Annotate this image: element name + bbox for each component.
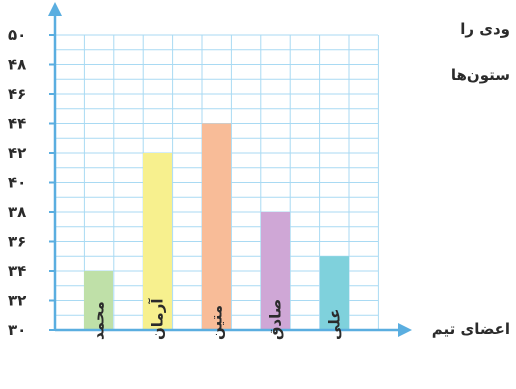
bar-2 — [143, 153, 172, 330]
x-tick-label: علی — [326, 308, 344, 340]
bar-4 — [261, 212, 290, 330]
chart-axes — [48, 2, 412, 337]
y-tick-label: ۳۴ — [8, 262, 26, 280]
y-tick-label: ۴۴ — [8, 115, 26, 133]
y-tick-label: ۴۲ — [8, 144, 26, 162]
y-tick-label: ۵۰ — [8, 26, 26, 44]
bar-5 — [320, 256, 349, 330]
side-text-line-2: ستون‌ها — [450, 66, 510, 84]
x-axis-label: اعضای تیم — [431, 320, 510, 338]
y-tick-label: ۴۶ — [8, 85, 26, 103]
y-tick-label: ۳۲ — [8, 292, 26, 310]
x-tick-label: محمد — [90, 301, 108, 340]
x-tick-label: صادق — [267, 299, 285, 340]
y-tick-label: ۳۶ — [8, 233, 26, 251]
chart-bars — [84, 123, 349, 330]
y-tick-label: ۴۰ — [8, 174, 26, 192]
bar-1 — [84, 271, 113, 330]
bar-3 — [202, 123, 231, 330]
y-tick-label: ۴۸ — [8, 56, 26, 74]
side-text-line-1: ودی را — [460, 20, 510, 38]
y-tick-label: ۳۸ — [8, 203, 26, 221]
y-tick-label: ۳۰ — [8, 321, 26, 339]
y-axis-arrow-icon — [48, 2, 62, 16]
y-tick-labels: ۳۰ ۳۲ ۳۴ ۳۶ ۳۸ ۴۰ ۴۲ ۴۴ ۴۶ ۴۸ ۵۰ — [8, 26, 26, 339]
x-tick-label: متین — [208, 305, 226, 340]
x-tick-labels: محمد آرمان متین صادق علی — [90, 298, 344, 340]
x-tick-label: آرمان — [149, 298, 167, 340]
x-axis-arrow-icon — [398, 323, 412, 337]
